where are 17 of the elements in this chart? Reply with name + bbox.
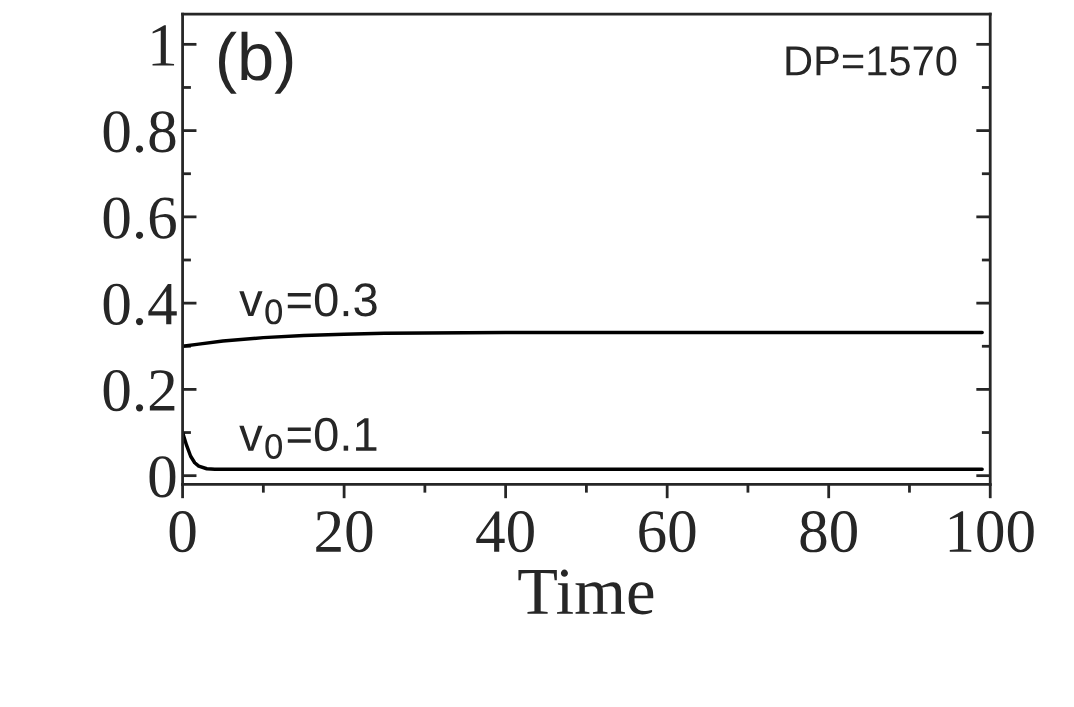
x-tick-label: 20	[316, 511, 373, 553]
y-tick-label: 0.2	[103, 369, 175, 412]
line-series	[182, 330, 984, 349]
y-tick-label: 0.8	[103, 111, 176, 153]
x-axis-title: Time	[518, 569, 654, 615]
annotation: DP=1570	[786, 46, 957, 76]
x-tick-label: 60	[639, 511, 696, 553]
series-label: v$_{0}$=0.3	[239, 283, 377, 325]
y-tick-label: 0.6	[103, 197, 176, 239]
series-label: v$_{0}$=0.1	[239, 417, 377, 459]
x-tick-label: 40	[476, 511, 534, 553]
x-tick-label: 80	[800, 511, 857, 553]
y-tick-label: 1	[152, 25, 175, 66]
annotation: (b)	[219, 31, 293, 94]
y-tick-label: 0.4	[103, 283, 177, 326]
x-tick-label: 100	[949, 511, 1034, 553]
y-tick-label: 0	[149, 456, 176, 498]
